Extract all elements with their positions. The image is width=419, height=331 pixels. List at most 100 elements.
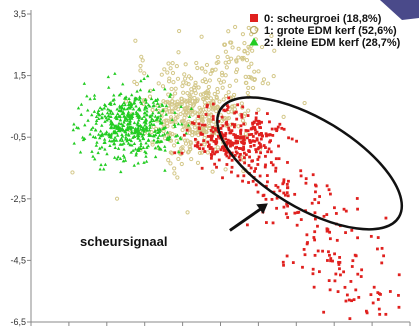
data-point-0 bbox=[227, 128, 231, 132]
data-point-1 bbox=[139, 54, 144, 59]
data-point-0 bbox=[266, 112, 269, 116]
data-point-2 bbox=[96, 112, 101, 116]
data-point-2 bbox=[124, 135, 128, 139]
data-point-0 bbox=[244, 153, 248, 157]
data-point-2 bbox=[114, 138, 119, 142]
data-point-0 bbox=[209, 129, 213, 132]
data-point-1 bbox=[163, 100, 168, 105]
data-point-2 bbox=[145, 145, 149, 149]
data-point-1 bbox=[247, 46, 252, 51]
data-point-0 bbox=[224, 137, 228, 141]
data-point-0 bbox=[197, 122, 201, 126]
data-point-2 bbox=[142, 120, 146, 124]
data-point-1 bbox=[240, 32, 246, 37]
data-point-0 bbox=[284, 212, 288, 216]
data-point-1 bbox=[207, 123, 212, 129]
data-point-0 bbox=[253, 170, 256, 173]
data-point-1 bbox=[203, 69, 208, 74]
data-point-1 bbox=[185, 90, 190, 96]
data-point-1 bbox=[250, 85, 256, 91]
data-point-1 bbox=[165, 70, 170, 75]
data-point-0 bbox=[227, 126, 231, 130]
data-point-2 bbox=[133, 147, 138, 151]
data-point-0 bbox=[201, 133, 204, 136]
data-point-2 bbox=[103, 162, 108, 166]
data-point-2 bbox=[140, 116, 144, 120]
data-point-1 bbox=[224, 65, 229, 70]
data-point-0 bbox=[241, 140, 245, 143]
data-point-0 bbox=[242, 142, 246, 146]
data-point-0 bbox=[214, 142, 218, 146]
data-point-1 bbox=[192, 85, 197, 90]
data-point-2 bbox=[124, 130, 128, 134]
data-point-2 bbox=[147, 89, 151, 93]
data-point-0 bbox=[342, 270, 346, 274]
data-point-2 bbox=[146, 138, 151, 142]
data-point-1 bbox=[174, 101, 179, 107]
data-point-1 bbox=[242, 41, 247, 46]
data-point-2 bbox=[82, 136, 87, 141]
data-point-2 bbox=[121, 159, 126, 163]
data-point-2 bbox=[142, 129, 146, 133]
data-point-2 bbox=[154, 140, 159, 144]
data-point-2 bbox=[172, 122, 177, 126]
data-point-0 bbox=[318, 195, 321, 198]
data-point-0 bbox=[230, 158, 234, 162]
data-point-2 bbox=[179, 137, 183, 141]
data-point-0 bbox=[215, 140, 219, 144]
legend-marker bbox=[249, 37, 259, 46]
data-point-2 bbox=[131, 135, 135, 139]
data-point-0 bbox=[286, 186, 290, 190]
data-point-2 bbox=[127, 100, 132, 104]
data-point-1 bbox=[179, 146, 184, 151]
data-point-1 bbox=[271, 73, 276, 79]
data-point-0 bbox=[337, 260, 340, 264]
data-point-0 bbox=[261, 134, 264, 138]
data-point-2 bbox=[129, 127, 133, 131]
data-point-0 bbox=[266, 180, 269, 184]
data-point-1 bbox=[228, 40, 233, 45]
data-point-2 bbox=[142, 76, 146, 80]
data-point-2 bbox=[108, 143, 112, 148]
data-point-0 bbox=[344, 231, 347, 235]
data-point-2 bbox=[100, 112, 105, 116]
data-point-0 bbox=[265, 174, 269, 177]
data-point-0 bbox=[231, 143, 234, 147]
data-point-1 bbox=[199, 34, 204, 39]
data-point-0 bbox=[306, 241, 309, 244]
data-point-0 bbox=[208, 147, 212, 151]
data-point-1 bbox=[217, 99, 222, 104]
data-point-2 bbox=[108, 122, 113, 126]
data-point-2 bbox=[93, 157, 97, 161]
data-point-1 bbox=[198, 92, 203, 97]
data-point-0 bbox=[365, 309, 368, 313]
data-point-2 bbox=[102, 106, 106, 110]
data-point-0 bbox=[259, 145, 263, 149]
data-point-0 bbox=[248, 141, 252, 144]
data-point-0 bbox=[248, 150, 251, 154]
data-point-0 bbox=[350, 228, 354, 232]
data-point-2 bbox=[107, 139, 112, 143]
data-point-0 bbox=[264, 184, 268, 188]
data-point-0 bbox=[264, 163, 267, 167]
data-point-0 bbox=[286, 194, 290, 198]
data-point-2 bbox=[138, 127, 143, 131]
data-point-0 bbox=[235, 151, 239, 155]
data-point-0 bbox=[313, 211, 317, 215]
data-point-2 bbox=[78, 150, 83, 154]
data-point-0 bbox=[282, 180, 286, 184]
data-point-0 bbox=[378, 312, 382, 316]
data-point-1 bbox=[207, 78, 212, 83]
data-point-0 bbox=[274, 166, 278, 170]
data-point-0 bbox=[333, 206, 336, 210]
data-point-0 bbox=[206, 140, 210, 144]
data-point-2 bbox=[130, 129, 134, 133]
data-point-0 bbox=[313, 230, 317, 234]
data-point-1 bbox=[222, 42, 227, 48]
data-point-2 bbox=[128, 121, 132, 125]
data-point-0 bbox=[338, 267, 341, 271]
data-point-1 bbox=[183, 121, 188, 126]
data-point-2 bbox=[115, 133, 120, 137]
data-point-2 bbox=[138, 100, 143, 104]
data-point-0 bbox=[216, 135, 220, 138]
